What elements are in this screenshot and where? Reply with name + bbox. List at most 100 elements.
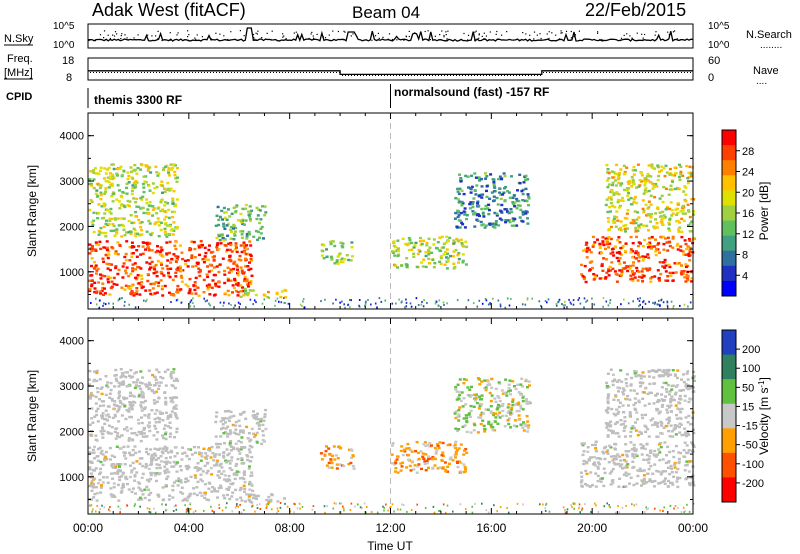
echo-cell	[218, 453, 222, 456]
echo-cell	[655, 222, 659, 225]
echo-cell	[619, 199, 623, 202]
echo-cell	[111, 477, 114, 480]
echo-cell	[137, 450, 141, 453]
echo-cell	[673, 398, 676, 402]
echo-cell	[645, 508, 648, 511]
echo-cell	[160, 411, 164, 415]
echo-cell	[235, 498, 239, 501]
echo-cell	[149, 282, 153, 286]
echo-cell	[89, 484, 92, 487]
echo-cell	[128, 401, 132, 404]
echo-cell	[219, 484, 223, 487]
echo-cell	[88, 423, 92, 426]
echo-cell	[492, 413, 496, 417]
echo-cell	[609, 368, 613, 371]
echo-cell	[492, 195, 496, 198]
echo-cell	[654, 238, 657, 241]
echo-cell	[140, 163, 144, 167]
echo-cell	[599, 480, 603, 483]
echo-cell	[223, 292, 227, 295]
echo-cell	[633, 407, 637, 410]
echo-cell	[477, 213, 480, 216]
echo-cell	[491, 428, 495, 432]
echo-cell	[399, 469, 403, 472]
echo-cell	[642, 257, 646, 260]
echo-cell	[473, 211, 477, 214]
echo-cell	[88, 466, 92, 469]
echo-cell	[197, 267, 201, 270]
echo-cell	[624, 485, 628, 488]
echo-cell	[658, 459, 662, 462]
echo-cell	[172, 371, 176, 374]
velocity-y-label: Slant Range [km]	[25, 370, 39, 462]
echo-cell	[166, 170, 170, 173]
echo-cell	[626, 208, 630, 212]
echo-cell	[252, 494, 256, 497]
echo-cell	[249, 267, 253, 271]
echo-cell	[111, 223, 115, 226]
echo-cell	[140, 416, 143, 419]
noise-dot	[546, 33, 548, 35]
echo-cell	[613, 192, 616, 195]
echo-cell	[496, 395, 500, 398]
noise-dot	[570, 30, 572, 33]
echo-cell	[259, 232, 263, 235]
echo-cell	[202, 261, 206, 264]
echo-cell	[265, 506, 268, 509]
echo-cell	[621, 453, 625, 457]
echo-cell	[185, 454, 189, 458]
echo-cell	[231, 510, 234, 513]
noise-dot	[312, 37, 315, 39]
echo-cell	[247, 432, 251, 435]
nave-dot	[609, 72, 610, 73]
echo-cell	[236, 282, 240, 285]
echo-cell	[645, 214, 648, 217]
echo-cell	[646, 172, 650, 176]
echo-cell	[434, 452, 438, 455]
echo-cell	[302, 300, 304, 303]
nave-dot	[468, 75, 469, 76]
echo-cell	[98, 478, 102, 482]
nave-dot	[447, 75, 448, 76]
echo-cell	[235, 250, 239, 254]
nave-dot	[591, 72, 592, 73]
echo-cell	[242, 244, 246, 247]
echo-cell	[169, 400, 173, 403]
echo-cell	[629, 441, 633, 444]
echo-cell	[179, 469, 183, 472]
echo-cell	[623, 216, 627, 220]
echo-cell	[455, 237, 459, 241]
echo-cell	[637, 400, 641, 404]
echo-cell	[206, 469, 210, 473]
echo-cell	[454, 427, 458, 430]
echo-cell	[191, 265, 195, 268]
echo-cell	[392, 240, 396, 243]
echo-cell	[389, 506, 392, 508]
echo-cell	[333, 262, 337, 265]
echo-cell	[452, 262, 456, 265]
echo-cell	[113, 430, 117, 434]
echo-cell	[148, 289, 152, 292]
echo-cell	[101, 286, 105, 290]
echo-cell	[358, 299, 361, 301]
echo-cell	[485, 299, 488, 302]
echo-cell	[690, 441, 694, 444]
nave-dot	[336, 72, 337, 73]
echo-cell	[109, 388, 113, 392]
echo-cell	[138, 496, 142, 499]
echo-cell	[329, 256, 333, 259]
colorbar-swatch	[722, 265, 736, 282]
noise-dot	[94, 40, 97, 42]
echo-cell	[599, 477, 603, 481]
echo-cell	[688, 460, 692, 463]
echo-cell	[465, 414, 469, 417]
echo-cell	[461, 405, 465, 408]
echo-cell	[507, 191, 511, 194]
echo-cell	[643, 177, 647, 180]
echo-cell	[143, 406, 147, 409]
echo-cell	[118, 207, 122, 210]
echo-cell	[217, 470, 221, 473]
nave-dot	[474, 75, 475, 76]
echo-cell	[666, 275, 670, 278]
echo-cell	[336, 262, 340, 265]
